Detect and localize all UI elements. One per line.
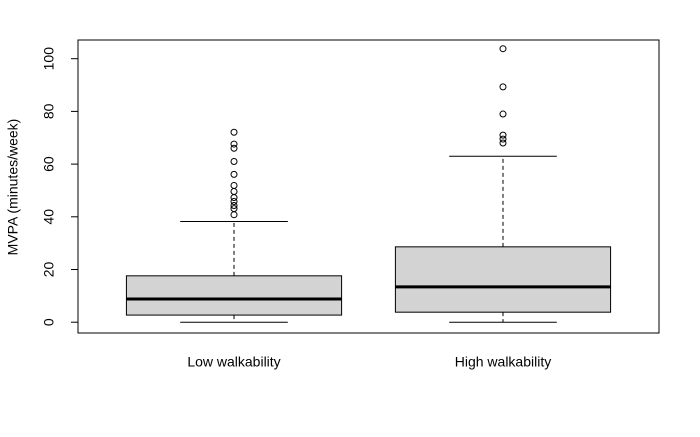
outlier — [230, 170, 238, 178]
y-tick-label: 0 — [41, 318, 57, 326]
y-tick-label: 100 — [41, 47, 57, 71]
y-tick-label: 40 — [41, 209, 57, 225]
x-tick-label: Low walkability — [187, 354, 280, 370]
outlier — [230, 181, 238, 189]
outlier — [499, 139, 507, 147]
outlier — [230, 128, 238, 136]
plot-frame — [77, 39, 660, 334]
outlier — [499, 110, 507, 118]
y-tick-label: 80 — [41, 103, 57, 119]
outlier — [230, 211, 238, 219]
outlier — [230, 201, 238, 209]
outlier — [230, 144, 238, 152]
outlier — [230, 188, 238, 196]
outlier — [230, 140, 238, 148]
outlier — [499, 45, 507, 53]
outlier — [230, 198, 238, 206]
outlier — [499, 83, 507, 91]
x-tick-label: High walkability — [455, 354, 551, 370]
outlier — [499, 131, 507, 139]
box — [125, 275, 343, 316]
outlier — [230, 157, 238, 165]
box — [394, 246, 612, 313]
y-tick-label: 60 — [41, 156, 57, 172]
outlier — [230, 205, 238, 213]
outlier — [230, 194, 238, 202]
y-tick-label: 20 — [41, 262, 57, 278]
y-axis-label: MVPA (minutes/week) — [5, 119, 21, 256]
outlier — [499, 135, 507, 143]
